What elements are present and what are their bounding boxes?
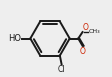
- Text: O: O: [83, 23, 89, 32]
- Text: O: O: [80, 47, 86, 56]
- Text: CH₃: CH₃: [89, 29, 100, 34]
- Text: HO: HO: [8, 34, 21, 43]
- Text: Cl: Cl: [58, 65, 65, 74]
